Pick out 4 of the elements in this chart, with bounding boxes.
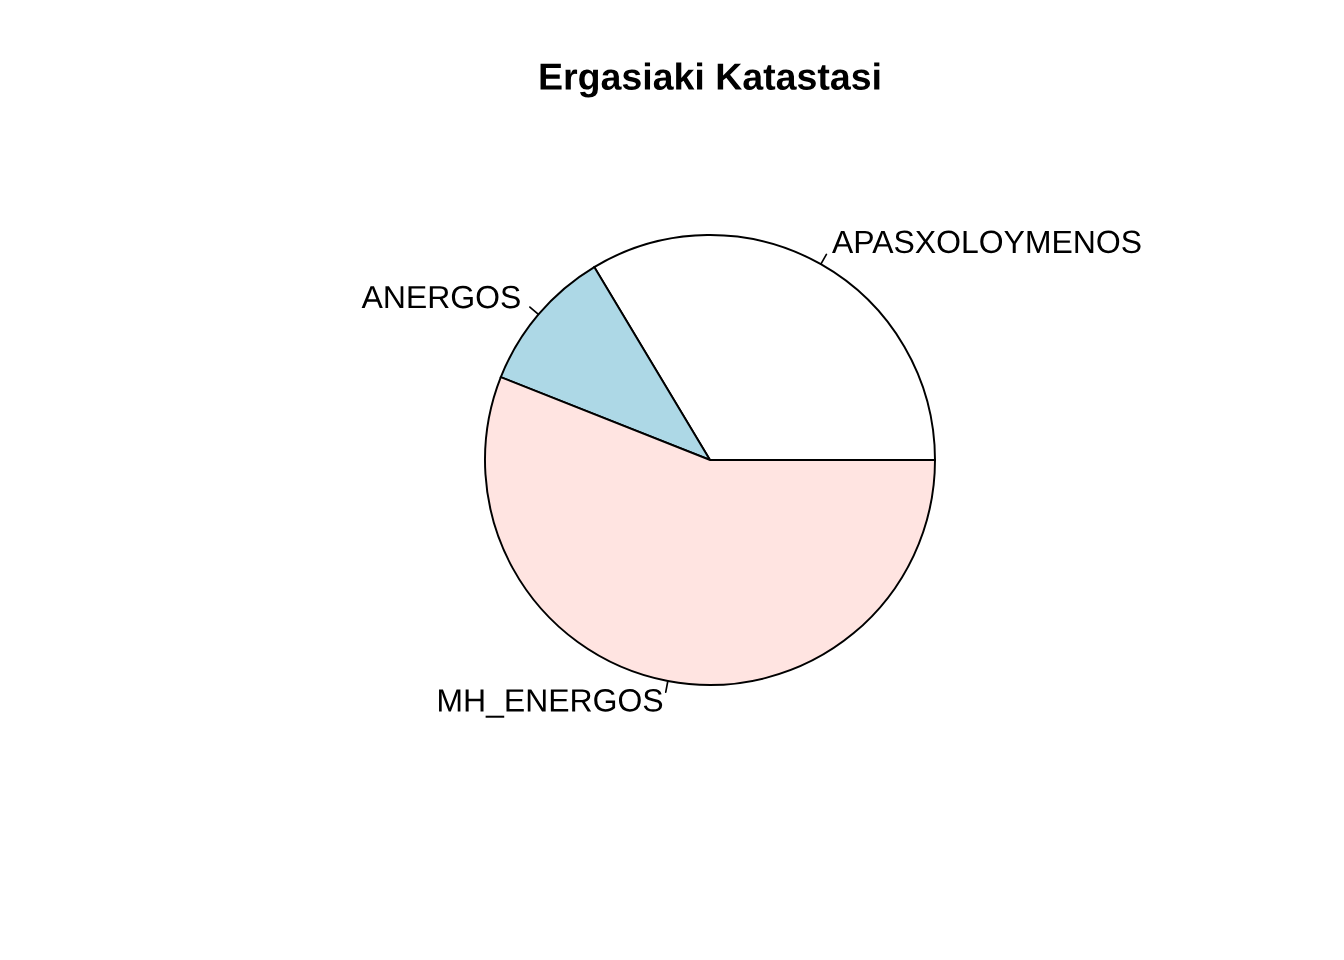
chart-title: Ergasiaki Katastasi [540,62,880,98]
slice-label: ANERGOS [361,285,520,309]
slice-label: APASXOLOYMENOS [832,230,1141,254]
slice-label: MH_ENERGOS [439,689,663,718]
